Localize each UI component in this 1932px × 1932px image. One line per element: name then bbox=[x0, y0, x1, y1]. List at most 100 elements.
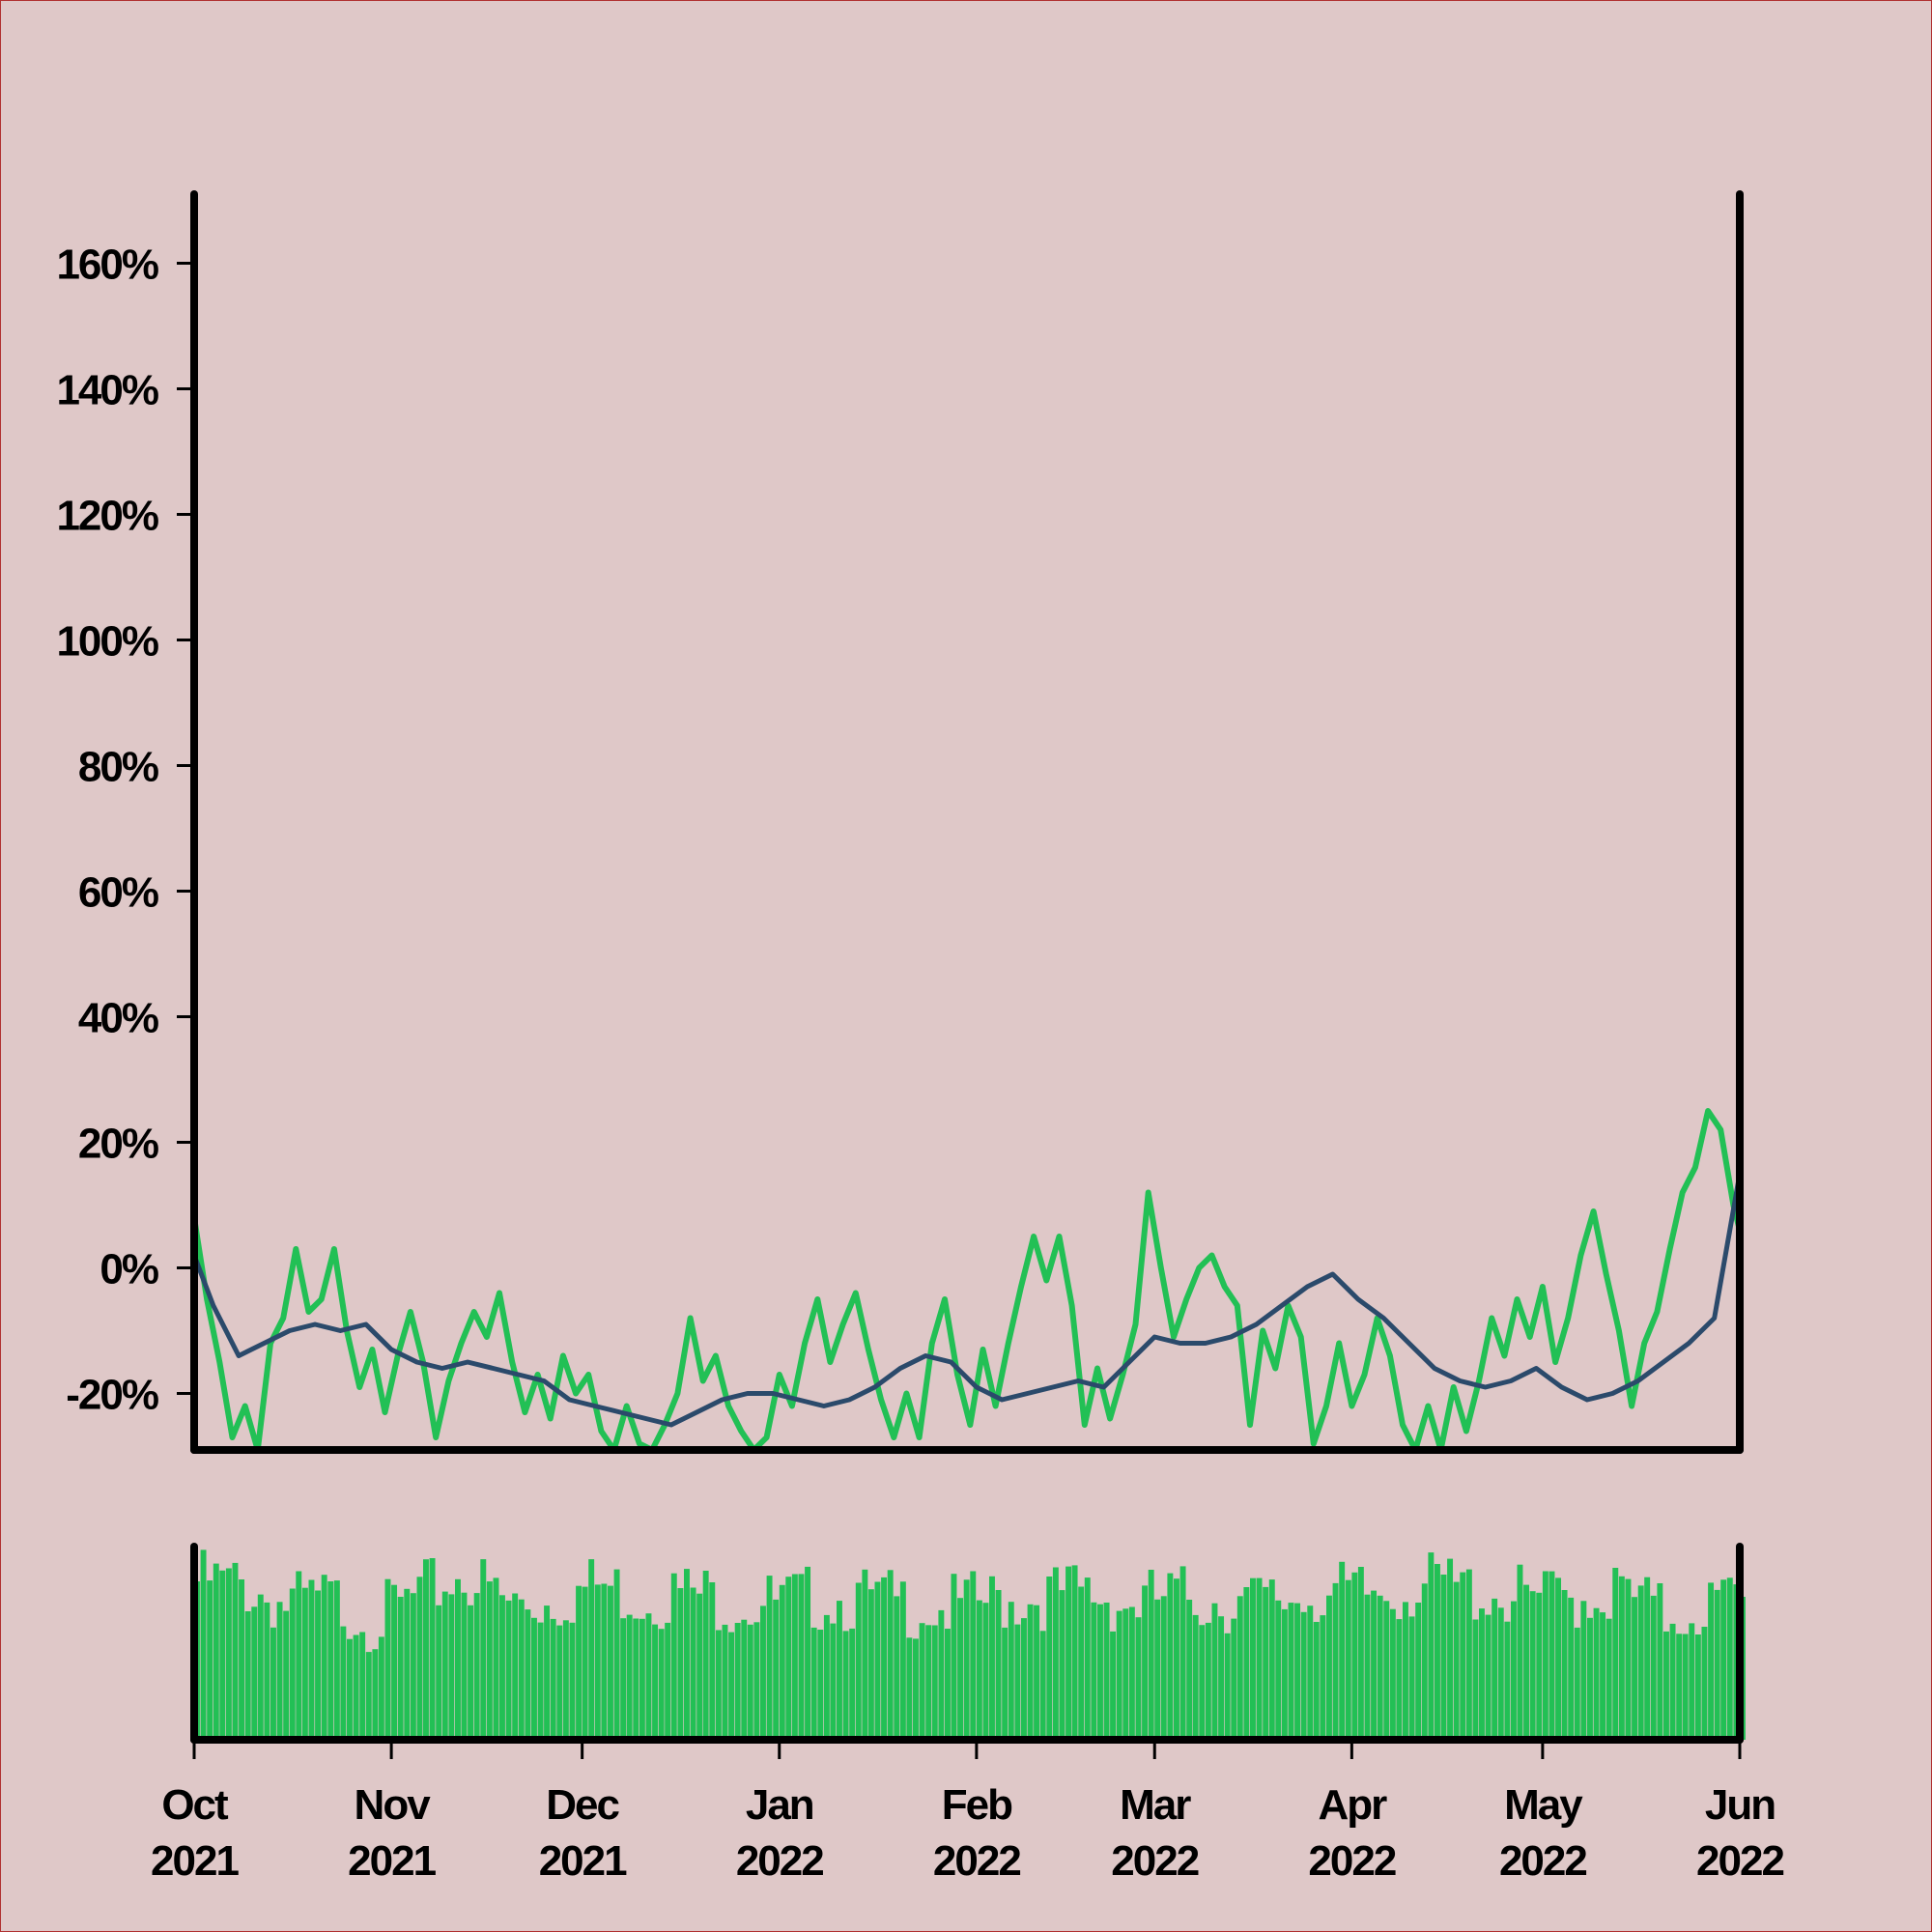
volume-bar bbox=[658, 1629, 665, 1740]
volume-bar bbox=[925, 1625, 932, 1740]
y-tick-label: 40% bbox=[78, 995, 158, 1042]
volume-bar bbox=[791, 1574, 798, 1740]
volume-bar bbox=[785, 1577, 792, 1740]
x-tick-label: Oct bbox=[161, 1781, 229, 1829]
volume-bar bbox=[397, 1597, 404, 1740]
volume-bar bbox=[1720, 1579, 1727, 1740]
volume-bar bbox=[1440, 1575, 1447, 1740]
main-plot: -20% 0% 20% 40% 60% 80% 100% 120% 140% 160% bbox=[56, 190, 1744, 1454]
volume-bar bbox=[576, 1585, 582, 1740]
return-series-line bbox=[194, 1108, 1740, 1450]
volume-bar bbox=[1435, 1564, 1440, 1740]
volume-bar bbox=[1263, 1586, 1269, 1740]
volume-bar bbox=[531, 1617, 537, 1740]
volume-bar bbox=[1650, 1595, 1657, 1740]
x-tick-label: 2022 bbox=[736, 1837, 823, 1885]
volume-bar bbox=[817, 1630, 824, 1740]
volume-bar bbox=[1243, 1587, 1250, 1740]
volume-bar bbox=[1605, 1618, 1612, 1740]
y-tick-label: 160% bbox=[56, 242, 157, 289]
volume-bar bbox=[1421, 1583, 1428, 1740]
volume-bar bbox=[696, 1593, 703, 1740]
volume-bar bbox=[823, 1614, 830, 1740]
volume-bar bbox=[1511, 1601, 1517, 1740]
volume-bar bbox=[1364, 1594, 1371, 1740]
volume-bar bbox=[1281, 1608, 1288, 1740]
volume-bar bbox=[1231, 1618, 1237, 1740]
volume-bar bbox=[1428, 1552, 1435, 1740]
volume-bar bbox=[855, 1582, 862, 1740]
volume-bar bbox=[301, 1587, 308, 1740]
x-tick-label: 2022 bbox=[1308, 1837, 1395, 1885]
x-tick-label: Nov bbox=[355, 1781, 432, 1829]
y-tick-label: 140% bbox=[56, 367, 157, 414]
volume-plot: Oct 2021 Nov 2021 Dec 2021 Jan 2022 Feb 2022 Mar 20… bbox=[151, 1543, 1785, 1885]
volume-bar bbox=[620, 1618, 627, 1740]
volume-bar bbox=[1186, 1600, 1193, 1740]
volume-bar bbox=[480, 1559, 487, 1740]
volume-bar bbox=[874, 1581, 881, 1740]
volume-bar bbox=[1403, 1602, 1408, 1740]
volume-bar bbox=[1313, 1622, 1320, 1740]
x-tick-label: 2022 bbox=[1696, 1837, 1783, 1885]
x-tick-label: Apr bbox=[1318, 1781, 1387, 1829]
x-tick-label: Jun bbox=[1705, 1781, 1775, 1829]
volume-bar bbox=[1059, 1590, 1065, 1740]
volume-bar bbox=[652, 1624, 659, 1740]
volume-bar bbox=[257, 1594, 264, 1740]
volume-bar bbox=[1002, 1627, 1009, 1740]
volume-bar bbox=[862, 1569, 868, 1740]
volume-bar bbox=[881, 1577, 888, 1740]
y-tick-label: 0% bbox=[99, 1246, 157, 1293]
volume-bar bbox=[1574, 1627, 1580, 1740]
volume-bar bbox=[518, 1599, 525, 1740]
volume-bar bbox=[1663, 1631, 1669, 1740]
volume-bar bbox=[239, 1579, 245, 1740]
volume-bar bbox=[684, 1569, 690, 1740]
volume-bar bbox=[709, 1582, 716, 1740]
volume-bar bbox=[1160, 1596, 1167, 1740]
volume-bar bbox=[677, 1588, 684, 1740]
volume-bar bbox=[913, 1638, 919, 1740]
volume-bar bbox=[747, 1624, 753, 1740]
volume-bar bbox=[741, 1619, 748, 1740]
volume-bar bbox=[486, 1581, 493, 1740]
volume-bar bbox=[327, 1581, 334, 1740]
volume-bar bbox=[582, 1586, 588, 1740]
x-tick-label: 2022 bbox=[933, 1837, 1020, 1885]
volume-bar bbox=[1307, 1605, 1314, 1740]
volume-bar bbox=[588, 1559, 595, 1740]
volume-bar bbox=[963, 1579, 970, 1740]
volume-bar bbox=[1357, 1567, 1364, 1740]
volume-bar bbox=[601, 1583, 608, 1740]
volume-bar bbox=[1135, 1617, 1142, 1740]
volume-bar bbox=[1377, 1595, 1383, 1740]
volume-bar bbox=[805, 1566, 811, 1740]
volume-bar bbox=[1008, 1602, 1014, 1740]
volume-bar bbox=[1148, 1570, 1154, 1740]
volume-bar bbox=[1014, 1624, 1021, 1740]
volume-bar bbox=[842, 1631, 849, 1740]
volume-bar bbox=[1211, 1603, 1218, 1740]
volume-bar bbox=[1657, 1583, 1663, 1740]
volume-bar bbox=[1389, 1608, 1396, 1740]
volume-bar bbox=[810, 1627, 817, 1740]
volume-bar bbox=[1268, 1579, 1275, 1740]
volume-bar bbox=[333, 1580, 340, 1740]
volume-bar bbox=[1465, 1569, 1472, 1740]
volume-bar bbox=[562, 1620, 569, 1740]
volume-bar bbox=[734, 1623, 741, 1740]
volume-bar bbox=[1320, 1615, 1326, 1740]
volume-bar bbox=[633, 1618, 639, 1740]
volume-bar bbox=[1408, 1616, 1415, 1740]
volume-bar bbox=[1637, 1585, 1644, 1740]
volume-bar bbox=[1174, 1578, 1179, 1740]
volume-bar bbox=[690, 1587, 696, 1740]
volume-bar bbox=[753, 1622, 760, 1740]
volume-bar bbox=[1339, 1561, 1346, 1740]
x-tick-label: 2021 bbox=[151, 1837, 239, 1885]
volume-bar bbox=[276, 1602, 283, 1740]
volume-bar bbox=[613, 1569, 620, 1740]
